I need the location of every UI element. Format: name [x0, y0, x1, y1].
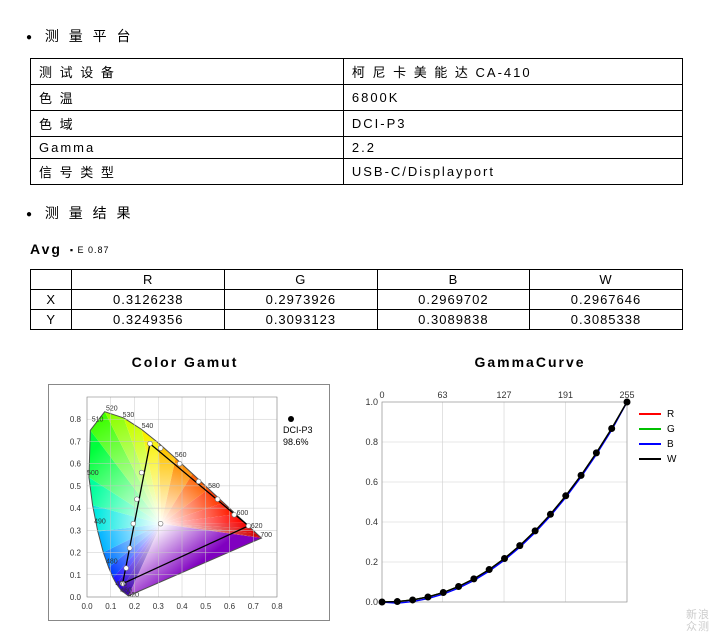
section-header-result: 测 量 结 果 — [26, 203, 700, 223]
svg-text:420: 420 — [127, 592, 139, 599]
gamut-chart: 0.0 0.1 0.2 0.3 0.4 0.5 0.6 0.7 0.8 0.0 0.1 0.2 0.3 0… — [48, 384, 330, 621]
watermark-line2: 众测 — [686, 621, 710, 633]
svg-text:W: W — [667, 454, 677, 465]
gamut-title: Color Gamut — [20, 354, 350, 370]
rgbw-cell: 0.2969702 — [377, 290, 530, 310]
svg-text:700: 700 — [260, 532, 272, 539]
rgbw-table: RGBW X0.31262380.29739260.29697020.29676… — [30, 269, 683, 330]
gamma-title: GammaCurve — [360, 354, 700, 370]
rgbw-cell: 0.3126238 — [72, 290, 225, 310]
gamma-chart: 0631271912550.00.20.40.60.81.0RGBW — [360, 384, 700, 619]
svg-text:0.8: 0.8 — [271, 602, 283, 611]
svg-text:0: 0 — [379, 390, 384, 400]
svg-text:500: 500 — [87, 470, 99, 477]
svg-text:0.2: 0.2 — [365, 557, 378, 567]
svg-text:0.0: 0.0 — [70, 593, 82, 602]
svg-text:0.5: 0.5 — [70, 482, 82, 491]
svg-text:63: 63 — [438, 390, 448, 400]
spec-value: DCI-P3 — [343, 111, 682, 137]
spec-row: Gamma2.2 — [31, 137, 683, 159]
svg-text:0.8: 0.8 — [70, 415, 82, 424]
rgbw-col: B — [377, 270, 530, 290]
rgbw-cell: 0.2967646 — [530, 290, 683, 310]
rgbw-row: X0.31262380.29739260.29697020.2967646 — [31, 290, 683, 310]
spec-value: 6800K — [343, 85, 682, 111]
svg-text:0.4: 0.4 — [365, 517, 378, 527]
svg-text:560: 560 — [175, 452, 187, 459]
rgbw-rowlabel: Y — [31, 310, 72, 330]
svg-text:R: R — [667, 409, 674, 420]
svg-text:0.6: 0.6 — [70, 460, 82, 469]
avg-line: Avg ▪ E 0.87 — [30, 241, 700, 257]
svg-text:191: 191 — [558, 390, 573, 400]
svg-text:530: 530 — [123, 412, 135, 419]
spec-label: 测 试 设 备 — [31, 59, 344, 85]
svg-text:0.7: 0.7 — [248, 602, 260, 611]
svg-text:0.4: 0.4 — [70, 504, 82, 513]
spec-value: 2.2 — [343, 137, 682, 159]
svg-text:490: 490 — [94, 519, 106, 526]
svg-text:0.0: 0.0 — [81, 602, 93, 611]
svg-text:127: 127 — [497, 390, 512, 400]
svg-text:0.6: 0.6 — [224, 602, 236, 611]
svg-text:1.0: 1.0 — [365, 397, 378, 407]
svg-text:0.3: 0.3 — [70, 526, 82, 535]
svg-text:540: 540 — [142, 423, 154, 430]
avg-label: Avg — [30, 241, 62, 257]
svg-text:98.6%: 98.6% — [283, 437, 309, 447]
rgbw-cell: 0.2973926 — [225, 290, 378, 310]
rgbw-row: Y0.32493560.30931230.30898380.3085338 — [31, 310, 683, 330]
charts-row: Color Gamut 0.00.10.20.30.40.50.60.70.80… — [20, 340, 700, 621]
rgbw-col: R — [72, 270, 225, 290]
svg-text:0.5: 0.5 — [200, 602, 212, 611]
spec-value: 柯 尼 卡 美 能 达 CA-410 — [343, 59, 682, 85]
spec-row: 色 温6800K — [31, 85, 683, 111]
spec-label: Gamma — [31, 137, 344, 159]
rgbw-col: W — [530, 270, 683, 290]
svg-text:0.1: 0.1 — [105, 602, 117, 611]
svg-text:520: 520 — [106, 405, 118, 412]
rgbw-rowlabel: X — [31, 290, 72, 310]
svg-text:0.4: 0.4 — [176, 602, 188, 611]
svg-text:0.2: 0.2 — [70, 549, 82, 558]
spec-row: 色 域DCI-P3 — [31, 111, 683, 137]
svg-text:510: 510 — [92, 416, 104, 423]
spec-row: 测 试 设 备柯 尼 卡 美 能 达 CA-410 — [31, 59, 683, 85]
rgbw-cell: 0.3085338 — [530, 310, 683, 330]
svg-text:0.0: 0.0 — [365, 597, 378, 607]
spec-label: 色 温 — [31, 85, 344, 111]
spec-row: 信 号 类 型USB-C/Displayport — [31, 159, 683, 185]
rgbw-cell: 0.3249356 — [72, 310, 225, 330]
svg-text:0.3: 0.3 — [153, 602, 165, 611]
watermark-line1: 新浪 — [686, 609, 710, 621]
svg-text:580: 580 — [208, 483, 220, 490]
rgbw-cell: 0.3093123 — [225, 310, 378, 330]
svg-text:0.1: 0.1 — [70, 571, 82, 580]
svg-text:0.2: 0.2 — [129, 602, 141, 611]
spec-label: 色 域 — [31, 111, 344, 137]
svg-text:0.8: 0.8 — [365, 437, 378, 447]
svg-text:DCI-P3: DCI-P3 — [283, 425, 313, 435]
section-header-platform: 测 量 平 台 — [26, 26, 700, 46]
watermark: 新浪 众测 — [686, 609, 710, 633]
rgbw-col: G — [225, 270, 378, 290]
svg-text:0.6: 0.6 — [365, 477, 378, 487]
rgbw-col — [31, 270, 72, 290]
svg-text:0.7: 0.7 — [70, 437, 82, 446]
spec-label: 信 号 类 型 — [31, 159, 344, 185]
spec-value: USB-C/Displayport — [343, 159, 682, 185]
svg-text:620: 620 — [251, 523, 263, 530]
rgbw-cell: 0.3089838 — [377, 310, 530, 330]
svg-text:480: 480 — [106, 559, 118, 566]
spec-table: 测 试 设 备柯 尼 卡 美 能 达 CA-410色 温6800K色 域DCI-… — [30, 58, 683, 185]
svg-text:600: 600 — [237, 510, 249, 517]
svg-text:G: G — [667, 424, 675, 435]
svg-text:B: B — [667, 439, 674, 450]
avg-value: ▪ E 0.87 — [70, 245, 110, 255]
